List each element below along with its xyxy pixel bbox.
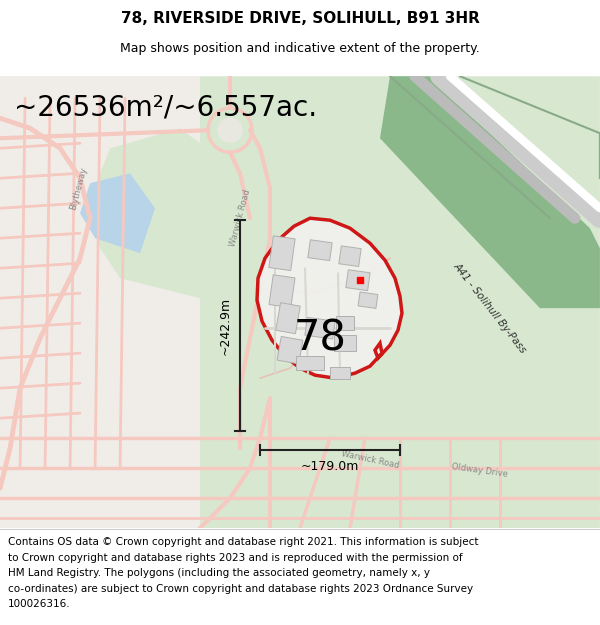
Text: Blytheway: Blytheway — [68, 166, 88, 211]
Text: ~242.9m: ~242.9m — [219, 297, 232, 355]
Text: Warwick Road: Warwick Road — [340, 449, 400, 471]
Polygon shape — [90, 128, 220, 298]
Text: Oldway Drive: Oldway Drive — [451, 462, 509, 479]
Polygon shape — [308, 240, 332, 261]
Text: A41 - Solihull By-Pass: A41 - Solihull By-Pass — [452, 261, 528, 355]
Polygon shape — [0, 76, 200, 528]
Text: co-ordinates) are subject to Crown copyright and database rights 2023 Ordnance S: co-ordinates) are subject to Crown copyr… — [8, 584, 473, 594]
Polygon shape — [334, 335, 356, 351]
Polygon shape — [380, 76, 600, 308]
Text: Map shows position and indicative extent of the property.: Map shows position and indicative extent… — [120, 42, 480, 54]
Polygon shape — [330, 367, 350, 379]
Polygon shape — [276, 302, 300, 334]
Text: Contains OS data © Crown copyright and database right 2021. This information is : Contains OS data © Crown copyright and d… — [8, 537, 479, 547]
Polygon shape — [130, 76, 600, 528]
Text: to Crown copyright and database rights 2023 and is reproduced with the permissio: to Crown copyright and database rights 2… — [8, 552, 463, 562]
Text: 78, RIVERSIDE DRIVE, SOLIHULL, B91 3HR: 78, RIVERSIDE DRIVE, SOLIHULL, B91 3HR — [121, 11, 479, 26]
Polygon shape — [358, 292, 378, 308]
Polygon shape — [346, 270, 370, 291]
Polygon shape — [269, 275, 295, 308]
Polygon shape — [305, 318, 335, 339]
Polygon shape — [339, 246, 361, 266]
Text: ~179.0m: ~179.0m — [301, 460, 359, 473]
Polygon shape — [296, 356, 324, 370]
Text: 78: 78 — [293, 317, 346, 359]
Polygon shape — [336, 316, 354, 330]
Polygon shape — [257, 218, 402, 378]
Circle shape — [218, 118, 242, 142]
Text: 100026316.: 100026316. — [8, 599, 71, 609]
Polygon shape — [269, 236, 295, 271]
Polygon shape — [80, 173, 155, 253]
Polygon shape — [277, 336, 303, 364]
Text: HM Land Registry. The polygons (including the associated geometry, namely x, y: HM Land Registry. The polygons (includin… — [8, 568, 430, 578]
Text: ~26536m²/~6.557ac.: ~26536m²/~6.557ac. — [14, 93, 317, 121]
Text: Warwick Road: Warwick Road — [228, 189, 252, 248]
